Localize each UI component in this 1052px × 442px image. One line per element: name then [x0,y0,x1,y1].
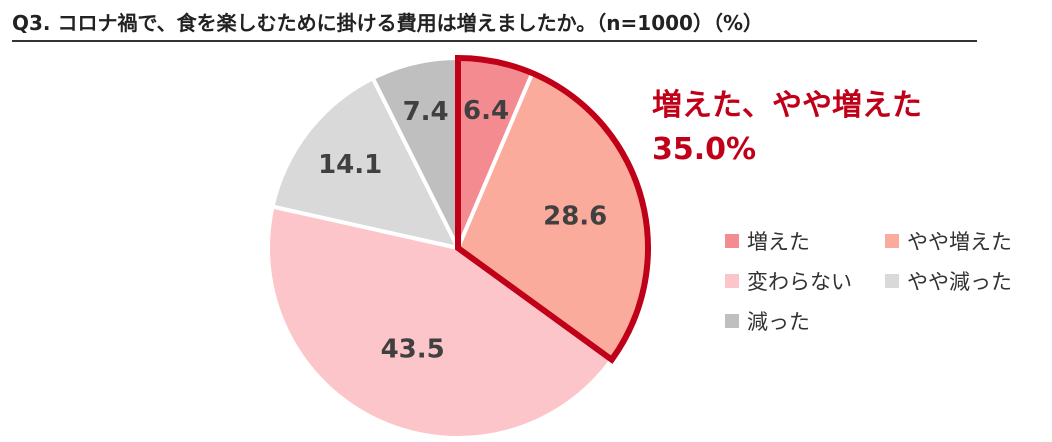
legend-swatch [725,234,739,248]
legend-item-4: やや減った [885,266,1012,296]
callout-value: 35.0% [652,132,757,167]
data-label-5: 7.4 [403,97,449,127]
legend-swatch [885,274,899,288]
data-label-3: 43.5 [381,334,445,364]
chart-title: Q3. コロナ禍で、食を楽しむために掛ける費用は増えましたか。（n=1000）（… [12,6,977,42]
legend-swatch [885,234,899,248]
legend-label: 変わらない [747,270,852,294]
legend-label: やや増えた [907,230,1012,254]
highlight-callout: 増えた、やや増えた 35.0% [652,84,922,172]
highlight-outline-path [455,54,651,364]
data-label-2: 28.6 [543,202,607,232]
pie-slice-3 [266,204,615,440]
pie-data-labels: 6.4 28.6 43.5 14.1 7.4 [318,96,607,364]
legend-swatch [725,314,739,328]
legend-label: 減った [747,310,810,334]
legend-label: 増えた [747,230,810,254]
legend-item-5: 減った [725,306,810,336]
legend-label: やや減った [907,270,1012,294]
legend-swatch [725,274,739,288]
legend-item-3: 変わらない [725,266,852,296]
highlight-outline [455,54,651,364]
data-label-1: 6.4 [463,96,509,126]
callout-label: 増えた、やや増えた [652,88,922,123]
legend-item-2: やや増えた [885,226,1012,256]
legend-item-1: 増えた [725,226,810,256]
pie-slice-4 [270,75,462,251]
data-label-4: 14.1 [318,150,382,180]
